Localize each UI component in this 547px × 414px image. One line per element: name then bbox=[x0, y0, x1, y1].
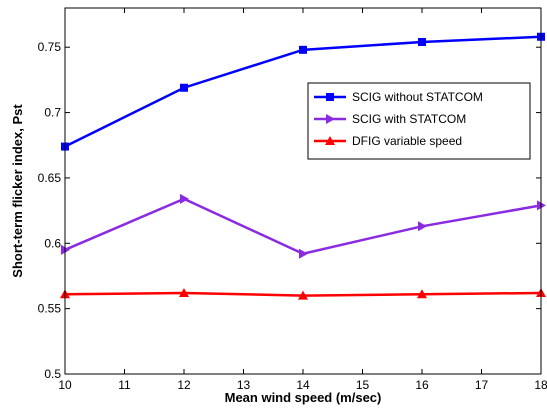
x-tick-label: 17 bbox=[475, 378, 489, 392]
x-tick-label: 10 bbox=[58, 378, 72, 392]
legend-entry: SCIG without STATCOM bbox=[314, 90, 483, 104]
y-axis-title: Short-term flicker index, Pst bbox=[10, 104, 25, 278]
legend-box bbox=[307, 82, 531, 160]
x-tick-label: 14 bbox=[296, 378, 310, 392]
x-tick-label: 18 bbox=[534, 378, 547, 392]
y-tick-label: 0.75 bbox=[38, 40, 62, 54]
series bbox=[61, 193, 546, 259]
data-point bbox=[417, 289, 427, 299]
data-point bbox=[298, 290, 308, 300]
data-point bbox=[179, 287, 189, 297]
y-tick-label: 0.55 bbox=[38, 302, 62, 316]
data-point bbox=[299, 45, 307, 54]
y-tick-label: 0.65 bbox=[38, 171, 62, 185]
x-axis-title: Mean wind speed (m/sec) bbox=[225, 390, 382, 405]
data-point bbox=[418, 37, 426, 46]
y-tick-label: 0.5 bbox=[44, 367, 61, 381]
legend-entry: DFIG variable speed bbox=[314, 134, 462, 148]
data-point bbox=[299, 248, 308, 259]
data-point bbox=[418, 221, 427, 232]
legend-label: SCIG with STATCOM bbox=[352, 112, 466, 126]
legend-entry: SCIG with STATCOM bbox=[314, 112, 466, 126]
y-tick-label: 0.6 bbox=[44, 236, 61, 250]
legend-marker bbox=[326, 114, 335, 124]
data-point bbox=[180, 83, 188, 92]
legend-marker bbox=[325, 136, 335, 145]
plot-area bbox=[65, 8, 541, 374]
x-tick-label: 13 bbox=[237, 378, 251, 392]
x-tick-label: 11 bbox=[118, 378, 131, 392]
x-tick-label: 16 bbox=[415, 378, 429, 392]
legend-label: SCIG without STATCOM bbox=[352, 90, 483, 104]
legend-marker bbox=[326, 93, 334, 101]
legend-label: DFIG variable speed bbox=[352, 134, 462, 148]
plot-frame bbox=[64, 7, 542, 375]
x-tick-label: 15 bbox=[356, 378, 370, 392]
data-point bbox=[180, 193, 189, 204]
legend: SCIG without STATCOM SCIG with STATCOM DFI… bbox=[307, 82, 531, 160]
y-tick-label: 0.7 bbox=[44, 106, 61, 120]
axes: 10 11 12 13 14 15 16 17 18 0.5 0.55 0.6 0.65 0.7 0.75 bbox=[38, 8, 547, 392]
x-tick-label: 12 bbox=[177, 378, 191, 392]
